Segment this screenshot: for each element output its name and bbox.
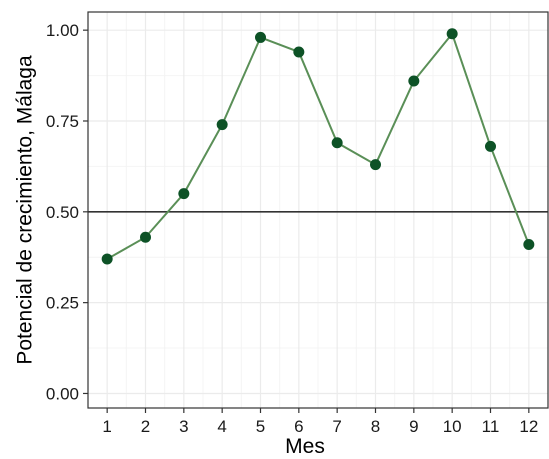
data-point bbox=[216, 119, 228, 131]
y-tick-label: 1.00 bbox=[46, 21, 79, 40]
x-tick-label: 12 bbox=[519, 417, 538, 436]
y-tick-label: 0.00 bbox=[46, 384, 79, 403]
data-point bbox=[331, 137, 343, 149]
y-axis: 0.00 0.25 0.50 0.75 1.00 bbox=[46, 21, 88, 403]
data-point bbox=[370, 159, 381, 171]
grid-lines bbox=[88, 12, 548, 408]
data-point bbox=[523, 239, 535, 251]
y-tick-label: 0.25 bbox=[46, 294, 79, 313]
x-tick-label: 9 bbox=[409, 417, 418, 436]
y-axis-title: Potencial de crecimiento, Málaga bbox=[13, 55, 36, 365]
x-axis: 1 2 3 4 5 6 7 8 9 10 11 12 bbox=[102, 408, 538, 436]
series-layer bbox=[106, 31, 530, 260]
x-tick-label: 5 bbox=[256, 417, 265, 436]
x-tick-label: 7 bbox=[332, 417, 341, 436]
y-tick-label: 0.50 bbox=[46, 203, 79, 222]
data-point bbox=[446, 28, 458, 40]
panel-border bbox=[87, 11, 549, 409]
x-tick-label: 6 bbox=[294, 417, 303, 436]
x-tick-label: 8 bbox=[371, 417, 380, 436]
data-point bbox=[101, 253, 113, 265]
x-tick-label: 4 bbox=[217, 417, 226, 436]
series-line bbox=[106, 31, 530, 260]
x-tick-label: 1 bbox=[102, 417, 111, 436]
data-point bbox=[140, 231, 151, 243]
data-point bbox=[293, 46, 305, 58]
x-tick-label: 10 bbox=[443, 417, 462, 436]
x-tick-label: 2 bbox=[141, 417, 150, 436]
data-point bbox=[255, 31, 266, 43]
x-tick-label: 11 bbox=[482, 417, 500, 436]
data-point bbox=[485, 140, 496, 152]
data-point bbox=[408, 75, 420, 87]
data-point bbox=[178, 188, 190, 200]
x-tick-label: 3 bbox=[179, 417, 188, 436]
y-tick-label: 0.75 bbox=[46, 112, 79, 131]
points-layer bbox=[101, 28, 535, 265]
x-axis-title: Mes bbox=[285, 435, 325, 458]
